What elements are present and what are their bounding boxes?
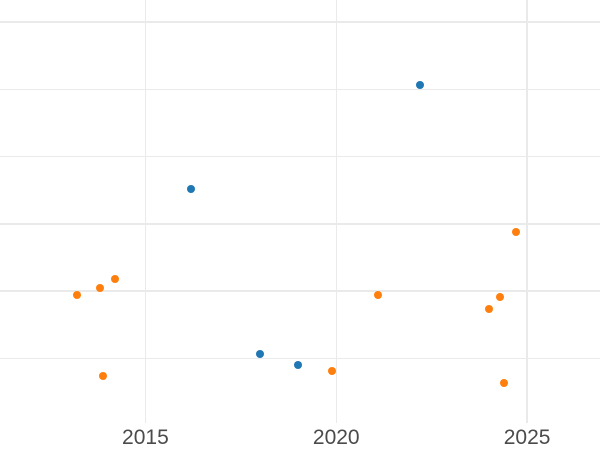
x-gridline [144, 0, 147, 423]
y-gridline [0, 88, 600, 91]
data-point-orange [328, 367, 337, 376]
x-gridline [526, 0, 528, 423]
data-point-blue [416, 81, 425, 90]
data-point-orange [511, 228, 520, 236]
data-point-blue [187, 184, 196, 193]
x-tick-label: 2020 [312, 426, 360, 449]
data-point-orange [72, 290, 81, 299]
data-point-orange [374, 290, 383, 299]
data-point-orange [110, 275, 119, 284]
data-point-orange [99, 371, 108, 380]
y-gridline [0, 155, 600, 158]
y-gridline [0, 223, 600, 225]
data-point-orange [95, 283, 104, 292]
x-gridline [335, 0, 337, 423]
data-point-orange [500, 378, 509, 387]
x-tick-label: 2015 [122, 426, 169, 449]
y-gridline [0, 290, 600, 292]
data-point-blue [255, 349, 264, 358]
data-point-blue [294, 361, 303, 370]
y-gridline [0, 21, 600, 23]
plot-area [0, 0, 600, 423]
data-point-orange [496, 292, 505, 301]
y-gridline [0, 357, 600, 360]
x-tick-label: 2025 [503, 426, 551, 449]
data-point-orange [484, 305, 493, 314]
